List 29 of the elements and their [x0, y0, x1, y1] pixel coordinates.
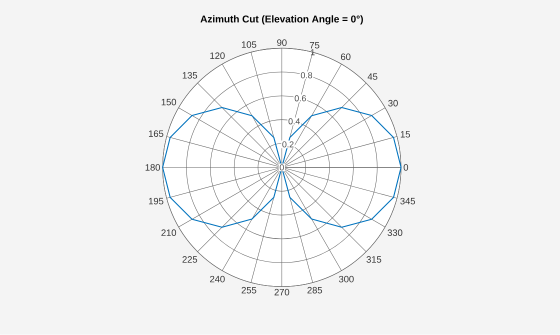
spoke-label: 345	[400, 198, 416, 204]
spoke-label: 30	[388, 100, 398, 107]
spoke-label: 165	[148, 130, 164, 138]
spoke-label: 135	[182, 72, 198, 79]
spoke-label: 195	[148, 198, 164, 204]
y-tick-label: 0.8	[300, 72, 312, 78]
spoke-label: 105	[242, 41, 256, 48]
spoke-label: 0	[404, 164, 408, 171]
spoke-label: 225	[182, 256, 198, 263]
chart-title: Azimuth Cut (Elevation Angle = 0°)	[200, 15, 363, 25]
spoke-label: 315	[366, 256, 382, 263]
spoke-label: 300	[338, 276, 354, 282]
spoke-label: 150	[162, 98, 176, 106]
spoke-label: 120	[210, 52, 225, 60]
spoke-label: 270	[274, 288, 290, 296]
spoke-label: 210	[161, 230, 176, 236]
spoke-label: 90	[277, 39, 287, 46]
spoke-label: 45	[368, 74, 378, 80]
spoke-label: 285	[307, 287, 322, 294]
y-tick-label: 0.6	[294, 95, 306, 102]
spoke-label: 75	[310, 42, 320, 49]
spoke-label: 330	[388, 230, 402, 236]
y-tick-label: 0.4	[288, 118, 300, 124]
y-tick-label: 0.2	[282, 141, 294, 148]
spoke-label: 240	[210, 276, 225, 282]
spoke-label: 15	[400, 131, 410, 138]
spoke-label: 60	[341, 54, 350, 60]
spoke-label: 180	[146, 164, 160, 171]
spoke-label: 255	[242, 287, 256, 294]
